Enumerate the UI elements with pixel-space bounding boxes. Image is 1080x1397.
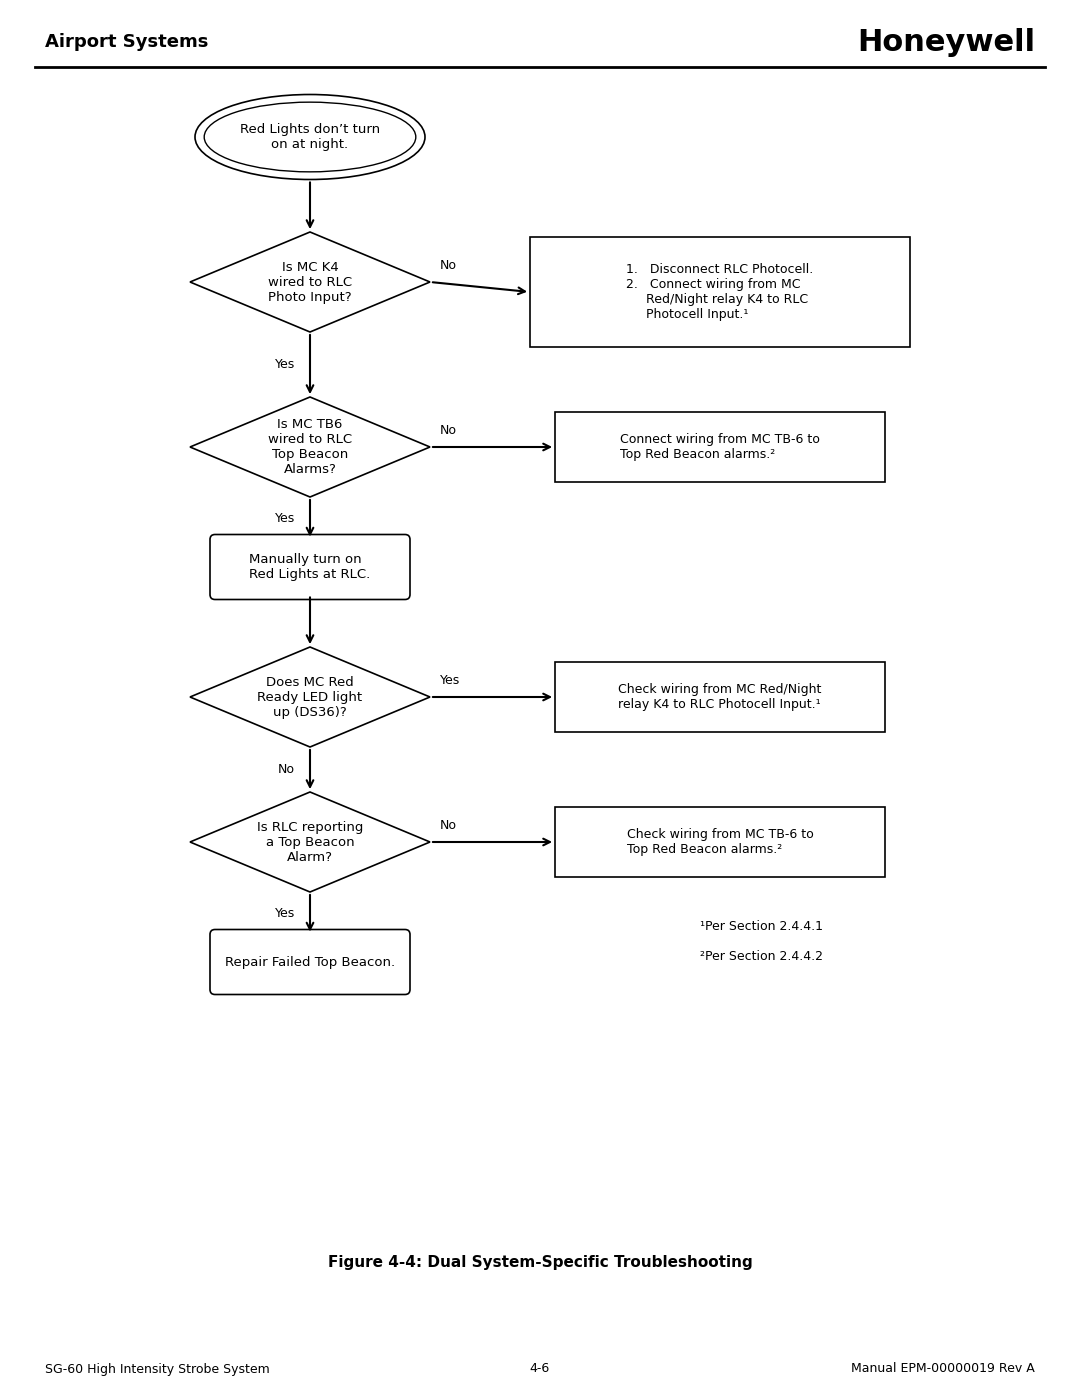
Text: Manual EPM-00000019 Rev A: Manual EPM-00000019 Rev A xyxy=(851,1362,1035,1376)
Text: Manually turn on
Red Lights at RLC.: Manually turn on Red Lights at RLC. xyxy=(249,553,370,581)
Text: Figure 4-4: Dual System-Specific Troubleshooting: Figure 4-4: Dual System-Specific Trouble… xyxy=(327,1255,753,1270)
Text: Yes: Yes xyxy=(274,358,295,372)
Text: Honeywell: Honeywell xyxy=(856,28,1035,56)
Text: SG-60 High Intensity Strobe System: SG-60 High Intensity Strobe System xyxy=(45,1362,270,1376)
Text: Repair Failed Top Beacon.: Repair Failed Top Beacon. xyxy=(225,956,395,968)
Text: Yes: Yes xyxy=(274,907,295,919)
Text: Is MC K4
wired to RLC
Photo Input?: Is MC K4 wired to RLC Photo Input? xyxy=(268,260,352,303)
Text: Yes: Yes xyxy=(440,673,460,687)
Text: 4-6: 4-6 xyxy=(530,1362,550,1376)
Text: ²Per Section 2.4.4.2: ²Per Section 2.4.4.2 xyxy=(700,950,823,964)
Text: Check wiring from MC TB-6 to
Top Red Beacon alarms.²: Check wiring from MC TB-6 to Top Red Bea… xyxy=(626,828,813,856)
Bar xyxy=(555,412,885,482)
Text: Check wiring from MC Red/Night
relay K4 to RLC Photocell Input.¹: Check wiring from MC Red/Night relay K4 … xyxy=(619,683,822,711)
Bar xyxy=(555,807,885,877)
Bar xyxy=(530,237,910,346)
Text: No: No xyxy=(440,425,457,437)
Text: No: No xyxy=(278,763,295,775)
Text: No: No xyxy=(440,258,457,272)
Text: ¹Per Section 2.4.4.1: ¹Per Section 2.4.4.1 xyxy=(700,921,823,933)
Text: Red Lights don’t turn
on at night.: Red Lights don’t turn on at night. xyxy=(240,123,380,151)
Text: Connect wiring from MC TB-6 to
Top Red Beacon alarms.²: Connect wiring from MC TB-6 to Top Red B… xyxy=(620,433,820,461)
Text: 1.   Disconnect RLC Photocell.
2.   Connect wiring from MC
     Red/Night relay : 1. Disconnect RLC Photocell. 2. Connect … xyxy=(626,263,813,321)
Text: No: No xyxy=(440,819,457,833)
Text: Yes: Yes xyxy=(274,511,295,525)
Text: Does MC Red
Ready LED light
up (DS36)?: Does MC Red Ready LED light up (DS36)? xyxy=(257,676,363,718)
Text: Is RLC reporting
a Top Beacon
Alarm?: Is RLC reporting a Top Beacon Alarm? xyxy=(257,820,363,863)
Text: Airport Systems: Airport Systems xyxy=(45,34,208,52)
Text: Is MC TB6
wired to RLC
Top Beacon
Alarms?: Is MC TB6 wired to RLC Top Beacon Alarms… xyxy=(268,418,352,476)
Bar xyxy=(555,662,885,732)
